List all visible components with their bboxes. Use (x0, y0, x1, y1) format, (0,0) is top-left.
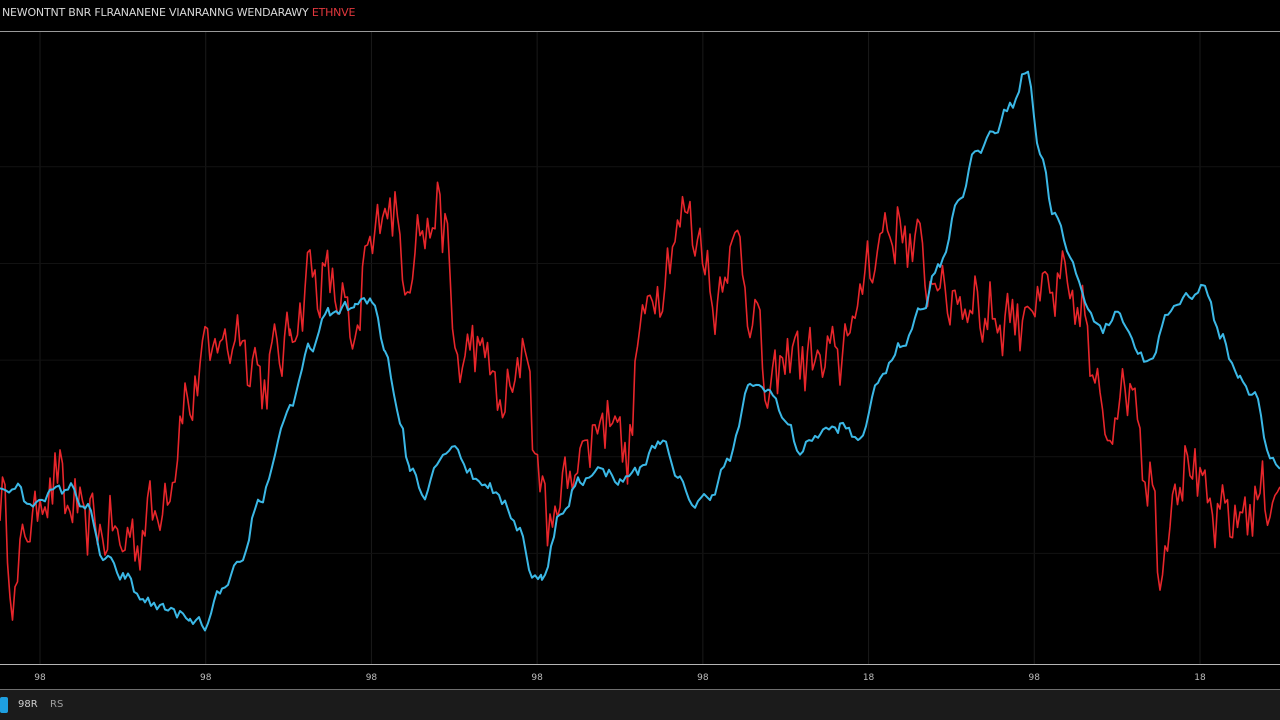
x-tick-label: 18 (862, 673, 875, 683)
header-divider (0, 31, 1280, 32)
chart-title-text: NEWONTNT BNR FLRANANENE VIANRANNG WENDAR… (2, 6, 309, 19)
x-axis-line (0, 664, 1280, 665)
chart-gridlines (0, 32, 1280, 664)
x-tick-label: 98 (365, 673, 378, 683)
chart-plot-area[interactable] (0, 32, 1280, 664)
series-line-red (0, 181, 1280, 621)
chart-header: NEWONTNT BNR FLRANANENE VIANRANNG WENDAR… (0, 0, 1280, 30)
x-tick-label: 98 (1028, 673, 1041, 683)
x-tick-label: 98 (531, 673, 543, 683)
x-axis: 98 98 98 98 98 18 98 18 (0, 665, 1280, 689)
chart-series-layer (0, 70, 1280, 632)
x-tick-label: 98 (34, 673, 46, 683)
chart-title-accent: ETHNVE (311, 6, 356, 19)
status-label-primary: 98R (18, 699, 38, 710)
status-bar: 98R RS (0, 690, 1280, 720)
x-tick-label: 18 (1194, 673, 1206, 683)
status-label-secondary: RS (50, 699, 64, 710)
x-tick-label: 98 (697, 673, 709, 683)
chart-title: NEWONTNT BNR FLRANANENE VIANRANNG WENDAR… (2, 6, 355, 19)
series-color-icon[interactable] (0, 697, 8, 713)
x-tick-label: 98 (199, 673, 212, 683)
footer-divider (0, 689, 1280, 690)
series-line-blue (0, 70, 1280, 632)
